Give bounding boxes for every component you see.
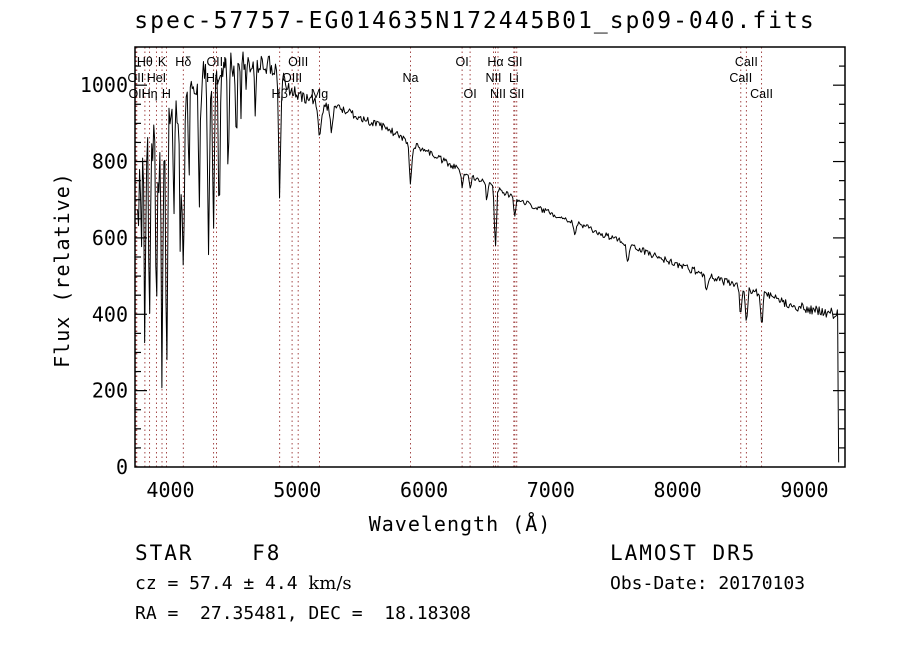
spectral-line-label: Hη — [142, 87, 158, 101]
plot-title: spec-57757-EG014635N172445B01_sp09-040.f… — [134, 8, 816, 34]
y-tick-label: 400 — [92, 302, 128, 326]
x-tick-label: 4000 — [146, 478, 194, 502]
ra-dec-text: RA = 27.35481, DEC = 18.18308 — [135, 603, 471, 624]
spectral-line-label: K — [158, 55, 167, 69]
spectrum-trace — [137, 51, 840, 463]
cz-units: km/s — [308, 573, 352, 594]
spectral-line-label: OIII — [206, 55, 226, 69]
spectral-line-label: Hγ — [206, 71, 222, 85]
spectral-line-label: Na — [403, 71, 419, 85]
spectral-line-label: NII — [486, 71, 502, 85]
spectral-line-label: HeI — [147, 71, 166, 85]
spectral-line-label: OI — [456, 55, 469, 69]
spectral-line-label: OII — [128, 71, 145, 85]
spectral-line-label: SII — [507, 55, 522, 69]
spectral-line-label: Li — [509, 71, 519, 85]
spectral-line-label: SII — [509, 87, 524, 101]
x-tick-label: 5000 — [273, 478, 321, 502]
y-tick-label: 600 — [92, 226, 128, 250]
spectral-line-label: H — [162, 87, 171, 101]
spectral-line-label: OIII — [288, 55, 308, 69]
spectral-line-label: OI — [463, 87, 476, 101]
spectral-line-label: OIII — [282, 71, 302, 85]
spectral-line-label: OII — [128, 87, 145, 101]
survey-release-label: LAMOST DR5 — [610, 541, 757, 565]
spectral-line-label: Hθ — [137, 55, 153, 69]
y-tick-label: 800 — [92, 150, 128, 174]
x-tick-label: 6000 — [400, 478, 448, 502]
spectral-line-label: CaII — [735, 55, 758, 69]
y-tick-label: 0 — [116, 455, 128, 479]
x-axis-label: Wavelength (Å) — [368, 512, 552, 536]
object-classification: STAR F8 — [135, 541, 282, 565]
x-tick-label: 7000 — [527, 478, 575, 502]
spectral-line-label: CaII — [750, 87, 773, 101]
spectral-line-label: CaII — [729, 71, 752, 85]
spectral-line-label: Hδ — [175, 55, 191, 69]
spectral-line-label: Mg — [311, 87, 328, 101]
obs-date-text: Obs-Date: 20170103 — [610, 573, 806, 594]
y-tick-label: 1000 — [80, 73, 128, 97]
spectral-line-label: Hα — [487, 55, 503, 69]
x-tick-label: 9000 — [780, 478, 828, 502]
y-tick-label: 200 — [92, 379, 128, 403]
x-tick-label: 8000 — [654, 478, 702, 502]
spectral-line-label: NII — [490, 87, 506, 101]
cz-value: cz = 57.4 ± 4.4 — [135, 573, 309, 594]
spectral-line-label: Hβ — [272, 87, 288, 101]
radial-velocity-text: cz = 57.4 ± 4.4 km/s — [135, 573, 352, 594]
